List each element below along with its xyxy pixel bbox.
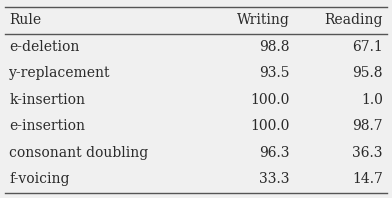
Text: Reading: Reading [324,13,383,28]
Text: 36.3: 36.3 [352,146,383,160]
Text: 100.0: 100.0 [250,93,289,107]
Text: 14.7: 14.7 [352,172,383,187]
Text: f-voicing: f-voicing [9,172,70,187]
Text: 95.8: 95.8 [352,67,383,80]
Text: 100.0: 100.0 [250,119,289,133]
Text: 67.1: 67.1 [352,40,383,54]
Text: consonant doubling: consonant doubling [9,146,149,160]
Text: e-deletion: e-deletion [9,40,80,54]
Text: 1.0: 1.0 [361,93,383,107]
Text: y-replacement: y-replacement [9,67,111,80]
Text: 98.7: 98.7 [352,119,383,133]
Text: e-insertion: e-insertion [9,119,85,133]
Text: 98.8: 98.8 [259,40,289,54]
Text: 33.3: 33.3 [259,172,289,187]
Text: Rule: Rule [9,13,41,28]
Text: Writing: Writing [236,13,289,28]
Text: 96.3: 96.3 [259,146,289,160]
Text: k-insertion: k-insertion [9,93,85,107]
Text: 93.5: 93.5 [259,67,289,80]
